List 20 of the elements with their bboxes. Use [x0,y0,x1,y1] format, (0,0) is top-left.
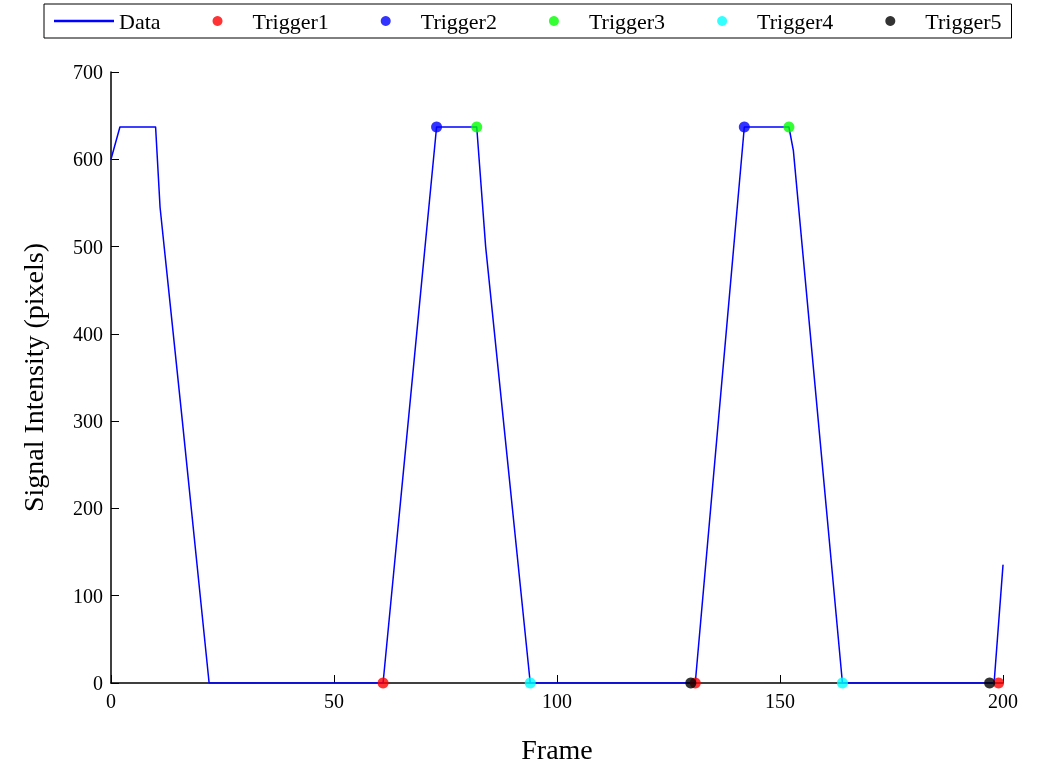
x-tick-label: 50 [324,690,344,712]
x-axis-title: Frame [521,733,593,765]
legend-label: Data [119,8,161,34]
y-tick-label: 200 [73,497,103,520]
x-tick-label: 200 [988,690,1018,712]
y-tick-label: 600 [73,148,103,171]
legend-label: Trigger3 [588,8,666,34]
y-tick-label: 100 [73,584,103,607]
y-tick-label: 500 [73,235,103,258]
legend-label: Trigger4 [757,8,834,34]
legend-label: Trigger1 [252,8,329,34]
x-tick-label: 100 [542,690,572,712]
x-tick-label: 150 [765,690,795,712]
y-tick-label: 400 [73,322,103,345]
y-tick-label: 700 [73,61,103,83]
legend-label: Trigger2 [420,8,497,34]
y-tick-label: 300 [73,410,103,433]
legend-label: Trigger5 [925,8,1002,34]
y-axis-title: Signal Intensity (pixels) [17,242,49,513]
y-tick-label: 0 [93,672,103,694]
